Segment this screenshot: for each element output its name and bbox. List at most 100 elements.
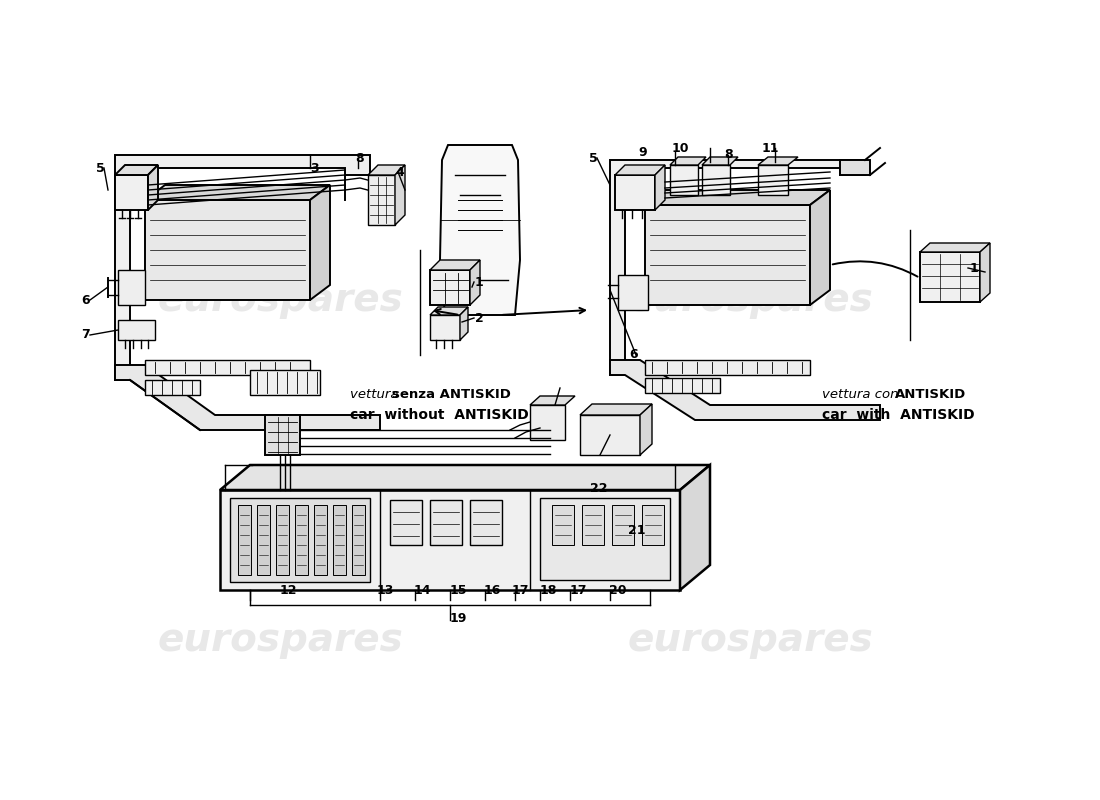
Text: vettura con: vettura con [822, 389, 899, 402]
Text: 10: 10 [672, 142, 690, 154]
Polygon shape [612, 505, 634, 545]
Polygon shape [702, 157, 738, 165]
Text: 13: 13 [376, 583, 394, 597]
Text: 17: 17 [512, 583, 529, 597]
Text: car  with  ANTISKID: car with ANTISKID [822, 408, 975, 422]
Polygon shape [615, 165, 666, 175]
Polygon shape [220, 490, 680, 590]
Polygon shape [145, 380, 200, 395]
Text: 4: 4 [395, 166, 404, 178]
Polygon shape [440, 145, 520, 315]
Polygon shape [920, 252, 980, 302]
Text: 17: 17 [570, 583, 586, 597]
Polygon shape [250, 370, 320, 395]
Polygon shape [333, 505, 346, 575]
Text: 2: 2 [475, 311, 484, 325]
Text: 5: 5 [97, 162, 104, 174]
Polygon shape [645, 190, 830, 205]
Polygon shape [618, 275, 648, 310]
Text: 1: 1 [970, 262, 979, 274]
Polygon shape [230, 498, 370, 582]
Polygon shape [470, 500, 502, 545]
Polygon shape [220, 465, 710, 490]
Polygon shape [615, 175, 654, 210]
Polygon shape [758, 165, 788, 195]
Text: 22: 22 [590, 482, 607, 494]
Text: 20: 20 [609, 583, 627, 597]
Text: ANTISKID: ANTISKID [895, 389, 966, 402]
Polygon shape [390, 500, 422, 545]
Polygon shape [552, 505, 574, 545]
Text: eurospares: eurospares [157, 281, 403, 319]
Polygon shape [368, 175, 395, 225]
Polygon shape [314, 505, 327, 575]
Polygon shape [145, 360, 310, 375]
Polygon shape [430, 500, 462, 545]
Polygon shape [310, 185, 330, 300]
Polygon shape [980, 243, 990, 302]
Polygon shape [276, 505, 289, 575]
Polygon shape [920, 243, 990, 252]
Polygon shape [148, 165, 158, 210]
Text: 9: 9 [638, 146, 647, 158]
Text: 16: 16 [483, 583, 500, 597]
Polygon shape [257, 505, 270, 575]
Polygon shape [116, 365, 380, 430]
Text: 21: 21 [628, 523, 646, 537]
Polygon shape [145, 185, 330, 200]
Polygon shape [645, 378, 720, 393]
Text: 1: 1 [475, 275, 484, 289]
Polygon shape [116, 155, 370, 380]
Polygon shape [430, 260, 480, 270]
Polygon shape [810, 190, 830, 305]
Polygon shape [670, 157, 706, 165]
Polygon shape [368, 165, 405, 175]
Polygon shape [580, 415, 640, 455]
Polygon shape [654, 165, 666, 210]
Polygon shape [702, 165, 730, 195]
Polygon shape [430, 315, 460, 340]
Polygon shape [430, 307, 468, 315]
Text: 15: 15 [449, 583, 466, 597]
Text: 19: 19 [449, 611, 466, 625]
Text: eurospares: eurospares [627, 281, 873, 319]
Polygon shape [680, 465, 710, 590]
Text: 6: 6 [81, 294, 90, 306]
Polygon shape [295, 505, 308, 575]
Text: 8: 8 [724, 149, 733, 162]
Polygon shape [460, 307, 467, 340]
Polygon shape [645, 360, 810, 375]
Polygon shape [470, 260, 480, 305]
Polygon shape [352, 505, 365, 575]
Polygon shape [530, 405, 565, 440]
Polygon shape [582, 505, 604, 545]
Polygon shape [145, 200, 310, 300]
Polygon shape [395, 165, 405, 225]
Polygon shape [610, 360, 880, 420]
Text: 18: 18 [539, 583, 557, 597]
Text: vettura: vettura [350, 389, 403, 402]
Text: car  without  ANTISKID: car without ANTISKID [350, 408, 529, 422]
Text: 14: 14 [414, 583, 431, 597]
Polygon shape [118, 320, 155, 340]
Polygon shape [758, 157, 798, 165]
Text: eurospares: eurospares [627, 621, 873, 659]
Polygon shape [118, 270, 145, 305]
Polygon shape [116, 165, 158, 175]
Polygon shape [645, 205, 810, 305]
Polygon shape [238, 505, 251, 575]
Text: eurospares: eurospares [157, 621, 403, 659]
Text: 5: 5 [590, 151, 598, 165]
Polygon shape [670, 165, 698, 195]
Text: 12: 12 [279, 583, 297, 597]
Polygon shape [430, 270, 470, 305]
Polygon shape [642, 505, 664, 545]
Polygon shape [840, 160, 870, 175]
Polygon shape [530, 396, 575, 405]
Polygon shape [610, 160, 865, 375]
Text: 11: 11 [762, 142, 780, 154]
Polygon shape [116, 175, 148, 210]
Text: 3: 3 [310, 162, 319, 174]
Text: 6: 6 [629, 349, 638, 362]
Polygon shape [640, 404, 652, 455]
